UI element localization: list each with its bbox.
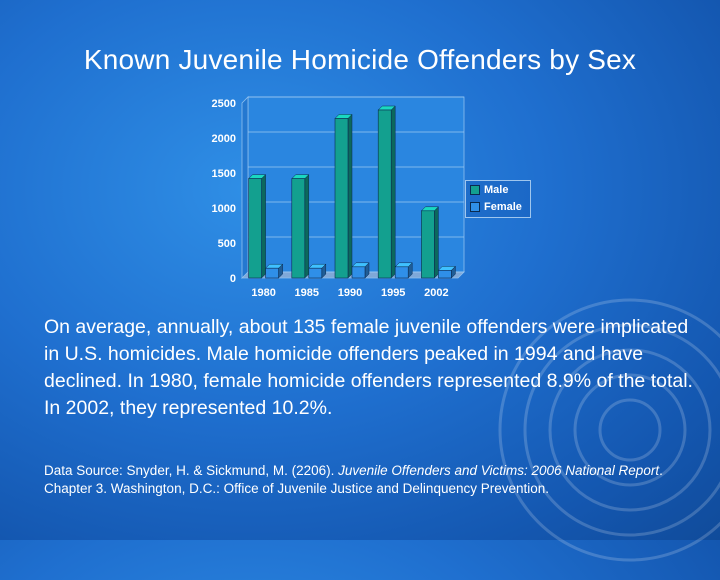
bar-side-male [261,173,266,279]
bar-side-male [304,173,310,279]
legend-item-female: Female [466,198,530,215]
bar-male-1995 [377,109,392,279]
summary-text: On average, annually, about 135 female j… [44,316,693,419]
y-tick-label: 1500 [212,168,236,180]
bar-side-male [347,113,353,279]
x-tick-label: 1995 [381,287,405,299]
y-tick-label: 1000 [212,203,236,215]
bar-male-1990 [334,118,349,279]
bar-female-1985 [308,267,323,279]
x-tick-label: 1980 [251,287,275,299]
legend-swatch-male [470,184,480,195]
legend-label-male: Male [484,183,509,196]
bar-female-2002 [438,270,452,279]
y-tick-label: 2000 [212,133,236,145]
bar-side-male [434,206,439,279]
bar-male-1985 [291,178,306,279]
plot-side-wall [241,96,249,279]
bar-female-1995 [394,266,409,279]
x-tick-label: 1985 [295,287,319,299]
data-source-citation: Data Source: Snyder, H. & Sickmund, M. (… [44,462,694,498]
x-tick-label: 1990 [338,287,362,299]
bar-chart: 0 500 1000 1500 2000 2500 1980 1985 1990 1995 2002 [190,88,470,308]
source-report-title: Juvenile Offenders and Victims: 2006 Nat… [338,463,660,478]
bar-male-2002 [421,210,435,279]
slide-title: Known Juvenile Homicide Offenders by Sex [83,44,637,75]
y-tick-label: 2500 [212,98,236,110]
bar-chart-svg: 0 500 1000 1500 2000 2500 1980 1985 1990 1995 2002 [212,96,465,299]
x-tick-label: 2002 [424,287,448,299]
y-tick-label: 0 [230,273,236,285]
source-suffix: . Chapter 3. Washington, D.C.: Office of… [44,463,663,496]
legend-swatch-female [470,201,480,212]
bar-side-male [390,105,396,279]
bar-female-1990 [351,266,366,279]
bar-female-1980 [265,267,279,279]
legend-label-female: Female [484,200,522,213]
source-prefix: Data Source: Snyder, H. & Sickmund, M. (… [44,463,339,478]
chart-legend: Male Female [465,180,531,218]
legend-item-male: Male [466,181,530,198]
y-tick-label: 500 [218,238,236,250]
bar-male-1980 [248,178,262,279]
